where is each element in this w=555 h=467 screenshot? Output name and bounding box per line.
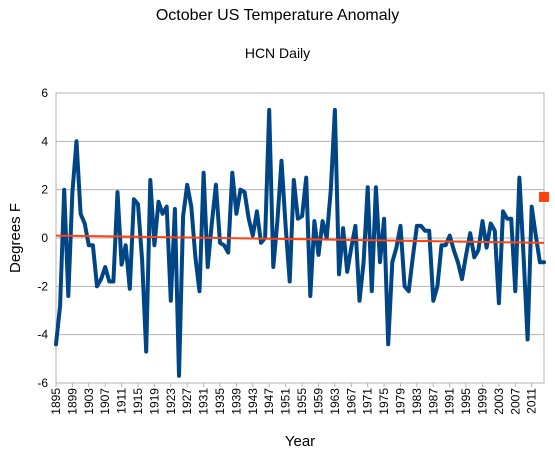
x-tick-label: 1911 [115,388,129,414]
y-tick-label: 4 [41,134,48,148]
x-tick-label: 1995 [459,388,473,415]
chart-subtitle: HCN Daily [244,45,311,61]
x-tick-label: 1899 [65,388,79,415]
y-tick-label: -4 [37,328,48,342]
x-tick-label: 1967 [344,388,358,415]
x-tick-label: 1943 [246,388,260,415]
x-tick-label: 2011 [525,388,539,414]
x-tick-label: 1927 [180,388,194,415]
x-tick-label: 1947 [262,388,276,415]
x-tick-label: 1971 [361,388,375,415]
x-tick-label: 1903 [82,388,96,415]
x-tick-label: 1939 [229,388,243,415]
x-tick-label: 1915 [131,388,145,415]
x-tick-label: 1907 [98,388,112,415]
x-tick-label: 1951 [279,388,293,415]
x-tick-label: 1895 [49,388,63,415]
latest-value-marker [539,191,549,202]
x-tick-label: 1955 [295,388,309,415]
anomaly-series-line [54,107,546,378]
x-tick-label: 1931 [197,388,211,415]
x-tick-label: 2007 [508,388,522,415]
y-tick-label: 2 [41,183,48,197]
y-axis-ticks: -6 -4 -2 0 2 4 6 [37,86,48,390]
x-tick-label: 1991 [443,388,457,415]
y-tick-label: -6 [37,376,48,390]
x-axis-ticks: 1895 1899 1903 1907 1911 1915 1919 1923 1927 1931… [49,383,539,415]
x-tick-label: 1999 [475,388,489,415]
y-axis-label: Degrees F [7,203,24,273]
chart-title: October US Temperature Anomaly [155,7,400,24]
x-tick-label: 1975 [377,388,391,415]
x-tick-label: 1923 [164,388,178,415]
x-tick-label: 1963 [328,388,342,415]
plot-area [55,92,545,384]
y-tick-label: -2 [37,279,48,293]
x-tick-label: 1983 [410,388,424,415]
series-layer [54,107,549,378]
x-tick-label: 2003 [492,388,506,415]
y-tick-label: 0 [41,231,48,245]
y-tick-label: 6 [41,86,48,100]
trend-line [55,234,545,244]
x-tick-label: 1987 [426,388,440,415]
x-tick-label: 1979 [393,388,407,415]
x-axis-label: Year [285,433,315,450]
x-tick-label: 1959 [311,388,325,415]
x-tick-label: 1935 [213,388,227,415]
x-tick-label: 1919 [147,388,161,415]
